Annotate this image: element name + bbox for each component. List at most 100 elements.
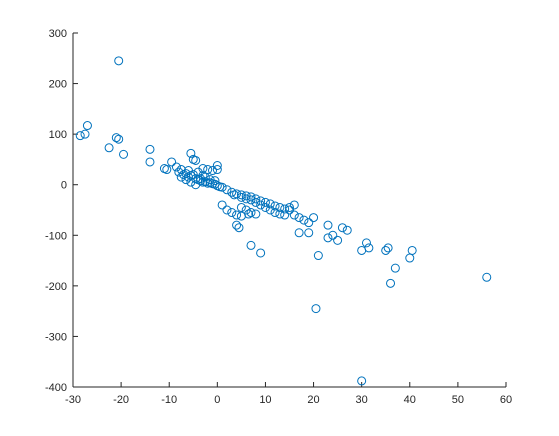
data-point — [311, 304, 321, 314]
x-tick-label: -10 — [161, 394, 177, 406]
data-point — [200, 172, 210, 182]
data-point — [251, 197, 261, 207]
y-tick-label: 200 — [49, 79, 67, 91]
data-point — [236, 192, 246, 202]
y-tick-label: -200 — [45, 281, 67, 293]
data-point — [251, 194, 261, 204]
data-point — [186, 177, 196, 187]
data-point — [145, 157, 155, 167]
data-points — [75, 56, 492, 386]
data-point — [208, 166, 218, 176]
data-point — [405, 253, 415, 263]
data-point — [191, 180, 201, 190]
data-point — [212, 165, 222, 175]
data-point — [265, 205, 275, 215]
data-point — [361, 238, 371, 248]
data-point — [294, 213, 304, 223]
data-point — [232, 210, 242, 220]
y-tick-label: -400 — [45, 382, 67, 394]
data-point — [222, 205, 232, 215]
x-tick-label: 0 — [214, 394, 220, 406]
x-ticks: -30 -20 -10 0 10 20 30 40 50 60 — [65, 382, 512, 406]
data-point — [75, 131, 85, 141]
x-tick-label: 20 — [307, 394, 319, 406]
data-point — [191, 155, 201, 165]
data-point — [364, 243, 374, 253]
data-point — [210, 176, 220, 186]
data-point — [212, 160, 222, 170]
data-point — [104, 143, 114, 153]
data-point — [222, 185, 232, 195]
data-point — [313, 251, 323, 261]
data-point — [181, 175, 191, 185]
x-tick-label: 10 — [259, 394, 271, 406]
x-tick-label: 40 — [404, 394, 416, 406]
data-point — [323, 220, 333, 230]
x-tick-label: 30 — [356, 394, 368, 406]
data-point — [275, 202, 285, 212]
data-point — [241, 194, 251, 204]
data-point — [328, 230, 338, 240]
data-point — [174, 167, 184, 177]
data-point — [482, 272, 492, 282]
data-point — [193, 167, 203, 177]
data-point — [205, 175, 215, 185]
data-point — [232, 220, 242, 230]
data-point — [381, 245, 391, 255]
y-tick-label: 100 — [49, 129, 67, 141]
data-point — [270, 208, 280, 218]
data-point — [256, 200, 266, 210]
y-tick-label: 300 — [49, 28, 67, 40]
data-point — [176, 165, 186, 175]
data-point — [171, 162, 181, 172]
data-point — [251, 209, 261, 219]
data-point — [246, 192, 256, 202]
data-point — [111, 133, 121, 143]
data-point — [285, 205, 294, 215]
data-point — [309, 213, 319, 223]
data-point — [304, 228, 314, 238]
data-point — [260, 202, 270, 212]
data-point — [280, 210, 290, 220]
y-tick-label: 0 — [61, 180, 67, 192]
y-tick-label: -100 — [45, 230, 67, 242]
x-tick-label: 50 — [452, 394, 464, 406]
data-point — [357, 376, 367, 386]
data-point — [289, 210, 299, 220]
data-point — [195, 174, 205, 184]
data-point — [217, 182, 227, 192]
data-point — [162, 165, 172, 175]
data-point — [167, 157, 177, 167]
data-point — [145, 144, 155, 154]
data-point — [342, 225, 352, 235]
data-point — [119, 149, 129, 159]
data-point — [256, 248, 266, 258]
data-point — [236, 202, 246, 212]
data-point — [294, 228, 304, 238]
data-point — [333, 235, 343, 245]
data-point — [260, 197, 270, 207]
data-point — [246, 195, 256, 205]
data-point — [323, 233, 333, 243]
data-point — [383, 243, 393, 253]
x-tick-label: 60 — [500, 394, 512, 406]
y-tick-label: -300 — [45, 331, 67, 343]
data-point — [114, 56, 124, 66]
data-point — [289, 200, 299, 210]
data-point — [227, 187, 237, 197]
data-point — [407, 245, 417, 255]
y-ticks: 300 200 100 0 -100 -200 -300 -400 — [45, 28, 78, 394]
data-point — [256, 196, 266, 206]
data-point — [244, 209, 254, 219]
data-point — [299, 215, 309, 225]
data-point — [246, 240, 256, 250]
data-point — [280, 204, 290, 214]
x-tick-label: -20 — [113, 394, 129, 406]
data-point — [386, 278, 396, 288]
data-point — [337, 223, 347, 233]
data-point — [390, 263, 400, 273]
x-tick-label: -30 — [65, 394, 81, 406]
data-point — [275, 209, 285, 219]
data-point — [186, 148, 196, 158]
